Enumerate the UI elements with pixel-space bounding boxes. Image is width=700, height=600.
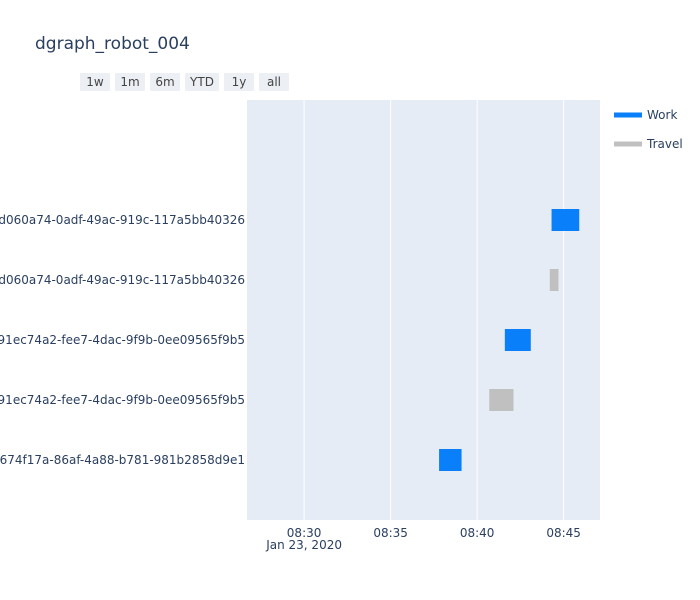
range-button-all[interactable]: all (259, 73, 289, 91)
legend-label-travel[interactable]: Travel (646, 137, 683, 151)
chart-title: dgraph_robot_004 (35, 34, 190, 54)
range-button-1m[interactable]: 1m (115, 73, 145, 91)
task-bar-travel[interactable] (489, 389, 514, 411)
y-tick-label: dd060a74-0adf-49ac-919c-117a5bb40326 (0, 213, 245, 227)
y-tick-label: c674f17a-86af-4a88-b781-981b2858d9e1 (0, 453, 245, 467)
x-date-label: Jan 23, 2020 (265, 538, 342, 552)
range-button-1w[interactable]: 1w (80, 73, 110, 91)
x-tick-label: 08:40 (460, 526, 495, 540)
task-bar-work[interactable] (439, 449, 462, 471)
x-tick-label: 08:35 (373, 526, 408, 540)
range-button-ytd[interactable]: YTD (185, 73, 219, 91)
legend-label-work[interactable]: Work (647, 108, 677, 122)
y-tick-label: dd060a74-0adf-49ac-919c-117a5bb40326 (0, 273, 245, 287)
y-tick-label: 91ec74a2-fee7-4dac-9f9b-0ee09565f9b5 (0, 393, 245, 407)
plot-area (247, 100, 600, 520)
task-bar-work[interactable] (504, 329, 531, 351)
range-button-6m[interactable]: 6m (150, 73, 180, 91)
y-tick-label: 91ec74a2-fee7-4dac-9f9b-0ee09565f9b5 (0, 333, 245, 347)
task-bar-travel[interactable] (549, 269, 559, 291)
task-bar-work[interactable] (551, 209, 580, 231)
x-tick-label: 08:45 (546, 526, 581, 540)
range-button-1y[interactable]: 1y (224, 73, 254, 91)
x-tick-label: 08:30 (287, 526, 322, 540)
